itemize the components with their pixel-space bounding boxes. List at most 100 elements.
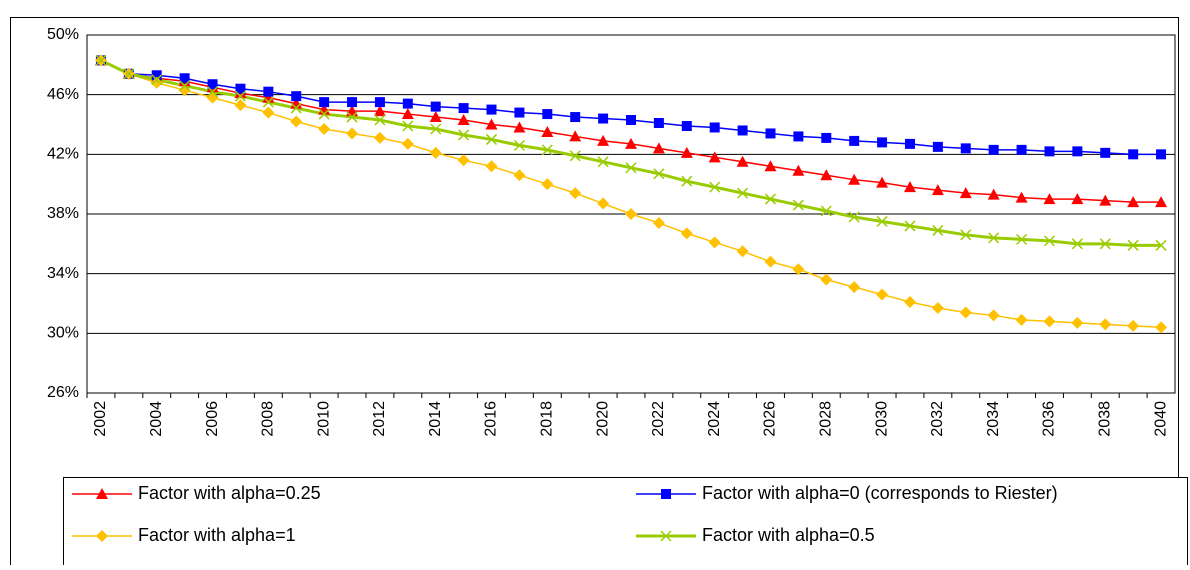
y-tick-label: 34% (47, 265, 79, 282)
data-point (541, 144, 553, 156)
data-point (1128, 149, 1139, 160)
data-point (904, 220, 916, 232)
data-point (653, 118, 664, 129)
data-point (318, 122, 331, 135)
data-point (513, 169, 526, 182)
data-point (793, 131, 804, 142)
data-point (987, 309, 1000, 322)
x-tick-label: 2004 (148, 401, 165, 437)
data-point (598, 113, 609, 124)
x-tick-label: 2022 (650, 401, 667, 437)
data-point (430, 123, 442, 135)
data-point (429, 111, 442, 123)
data-point (597, 156, 609, 168)
data-point (346, 111, 358, 123)
data-point (207, 79, 218, 90)
data-point (513, 139, 525, 151)
data-point (931, 184, 944, 196)
legend-box (63, 477, 1188, 570)
data-point (903, 181, 916, 193)
data-point (569, 187, 582, 200)
legend-label: Factor with alpha=0.5 (702, 525, 875, 545)
data-point (1127, 239, 1139, 251)
data-point (708, 151, 721, 163)
data-point (765, 128, 776, 139)
x-tick-label: 2032 (929, 401, 946, 437)
data-point (401, 108, 414, 120)
data-point (319, 97, 330, 108)
data-point (764, 193, 777, 205)
x-tick-label: 2018 (539, 401, 556, 437)
data-point (1099, 318, 1112, 331)
data-point (1155, 321, 1168, 334)
plot-border (86, 34, 1176, 394)
legend-marker (96, 530, 108, 542)
data-point (625, 208, 637, 220)
data-point (652, 216, 665, 229)
data-point (569, 130, 582, 142)
data-point (931, 301, 944, 314)
data-point (988, 232, 1000, 244)
legend-label: Factor with alpha=1 (138, 525, 296, 545)
data-point (959, 187, 972, 199)
data-point (764, 160, 777, 172)
x-tick-label: 2016 (483, 401, 500, 437)
data-point (318, 108, 330, 120)
y-tick-label: 38% (47, 205, 79, 222)
data-point (541, 125, 554, 137)
data-point (291, 91, 302, 102)
data-point (178, 84, 191, 97)
data-point (1127, 196, 1140, 208)
data-point (597, 134, 610, 146)
data-point (1043, 235, 1055, 247)
legend-marker (660, 530, 672, 542)
data-point (960, 143, 971, 154)
data-point (151, 74, 163, 86)
data-point (764, 255, 777, 268)
data-point (290, 115, 303, 128)
legend-label: Factor with alpha=0.25 (138, 483, 321, 503)
data-point (988, 144, 999, 155)
x-tick-label: 2010 (315, 401, 332, 437)
data-point (1100, 147, 1111, 158)
data-point (458, 129, 470, 141)
data-point (626, 115, 636, 126)
data-point (848, 173, 861, 185)
data-point (680, 227, 693, 240)
data-point (1155, 239, 1167, 251)
x-tick-label: 2020 (594, 401, 611, 437)
data-point (932, 224, 944, 236)
x-tick-label: 2012 (371, 401, 388, 437)
y-tick-label: 42% (47, 146, 79, 163)
data-point (625, 162, 637, 174)
data-point (1015, 191, 1028, 203)
data-point (1099, 238, 1111, 250)
data-point (513, 121, 526, 133)
data-point (347, 97, 358, 108)
data-point (959, 306, 972, 319)
x-tick-label: 2008 (260, 401, 277, 437)
data-point (708, 236, 721, 249)
data-point (736, 155, 749, 167)
data-point (457, 154, 470, 167)
data-point (402, 98, 413, 109)
data-point (235, 83, 246, 94)
data-point (1099, 194, 1112, 206)
data-point (123, 68, 135, 80)
data-point (820, 169, 833, 181)
data-point (877, 137, 888, 148)
x-tick-label: 2036 (1041, 401, 1058, 437)
data-point (485, 118, 498, 130)
data-point (1015, 313, 1028, 326)
data-point (1044, 146, 1055, 157)
series-line (100, 59, 1162, 203)
data-point (1072, 146, 1083, 157)
data-point (374, 97, 385, 108)
y-tick-label: 30% (47, 325, 79, 342)
data-point (1043, 315, 1056, 328)
data-point (1043, 193, 1056, 205)
data-point (848, 211, 860, 223)
data-point (820, 273, 833, 286)
data-point (541, 178, 554, 191)
